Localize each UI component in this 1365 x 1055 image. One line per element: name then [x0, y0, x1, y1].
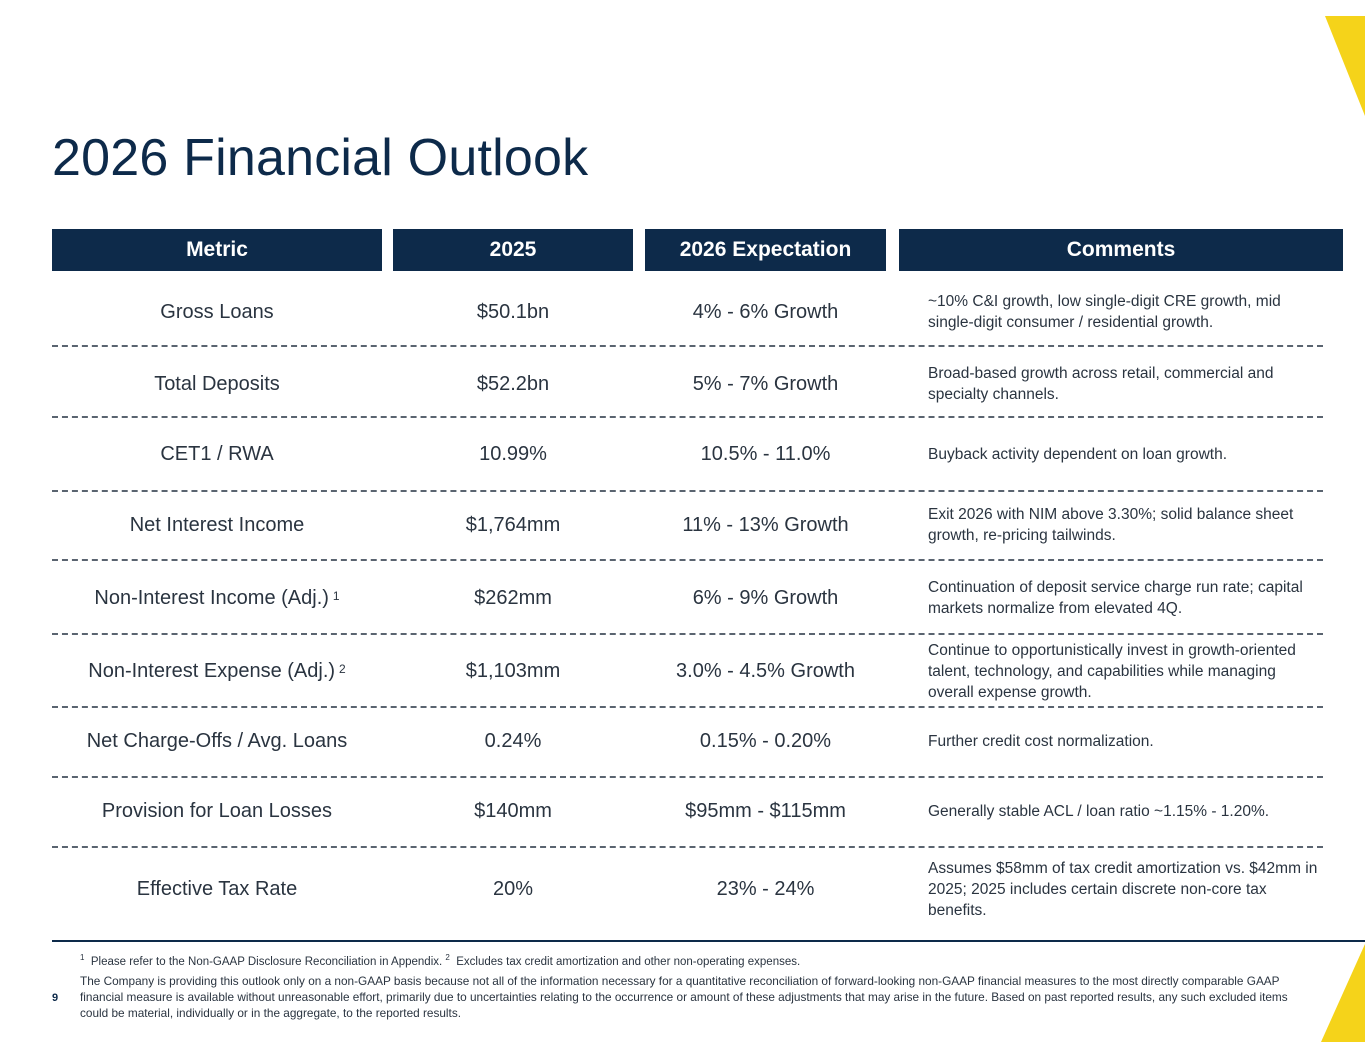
table-row: Provision for Loan Losses $140mm $95mm -… — [0, 781, 1365, 841]
table-row: Non-Interest Income (Adj.) 1 $262mm 6% - … — [0, 568, 1365, 628]
table-row: Net Charge-Offs / Avg. Loans 0.24% 0.15%… — [0, 712, 1365, 770]
expectation-cell: 11% - 13% Growth — [682, 513, 849, 536]
table-row: CET1 / RWA 10.99% 10.5% - 11.0% Buyback … — [0, 425, 1365, 483]
table-row: Non-Interest Expense (Adj.) 2 $1,103mm 3.… — [0, 638, 1365, 704]
value-2025-cell: 10.99% — [479, 442, 547, 465]
value-2025-cell: 20% — [492, 877, 534, 900]
non-gaap-disclaimer: The Company is providing this outlook on… — [80, 974, 1288, 1020]
footnote-1-marker: 1 — [80, 953, 85, 962]
header-metric: Metric — [52, 229, 382, 271]
footnote-2: Excludes tax credit amortization and oth… — [456, 955, 801, 968]
metric-cell: Total Deposits — [52, 354, 382, 414]
footnote-1: Please refer to the Non-GAAP Disclosure … — [90, 955, 443, 968]
accent-triangle-bottom — [1321, 944, 1365, 1042]
footnote-2-marker: 2 — [445, 953, 450, 962]
metric-label: Net Interest Income — [129, 513, 305, 536]
comment-cell: Generally stable ACL / loan ratio ~1.15%… — [928, 802, 1270, 820]
metric-label: Non-Interest Income (Adj.) — [94, 586, 329, 609]
value-2025-cell: $52.2bn — [476, 372, 550, 395]
value-2025-cell: $140mm — [474, 799, 552, 822]
value-2025-cell: $1,103mm — [465, 659, 561, 682]
row-divider — [52, 633, 1323, 635]
expectation-cell: 23% - 24% — [716, 877, 815, 900]
expectation-cell: 0.15% - 0.20% — [699, 729, 832, 752]
footnote-marker: 1 — [332, 589, 340, 603]
header-2026-expectation: 2026 Expectation — [645, 229, 886, 271]
comment-cell: Broad-based growth across retail, commer… — [928, 365, 1274, 403]
comment-cell: Continue to opportunistically invest in … — [928, 641, 1296, 701]
row-divider — [52, 345, 1323, 347]
row-divider — [52, 559, 1323, 561]
comment-cell: Buyback activity dependent on loan growt… — [928, 445, 1227, 463]
page-number: 9 — [52, 992, 59, 1004]
metric-cell: Provision for Loan Losses — [52, 781, 382, 841]
metric-cell: Non-Interest Income (Adj.) 1 — [52, 568, 382, 628]
accent-triangle-top — [1325, 16, 1365, 116]
row-divider — [52, 490, 1323, 492]
footnotes: 1 Please refer to the Non-GAAP Disclosur… — [80, 953, 800, 968]
header-2025: 2025 — [393, 229, 633, 271]
page-title: 2026 Financial Outlook — [52, 129, 589, 187]
table-row: Gross Loans $50.1bn 4% - 6% Growth ~10% … — [0, 282, 1365, 342]
metric-label: CET1 / RWA — [160, 442, 274, 465]
expectation-cell: $95mm - $115mm — [685, 799, 846, 822]
row-divider — [52, 776, 1323, 778]
metric-label: Total Deposits — [154, 372, 280, 395]
expectation-cell: 4% - 6% Growth — [692, 300, 839, 323]
expectation-cell: 3.0% - 4.5% Growth — [676, 659, 855, 682]
expectation-cell: 10.5% - 11.0% — [700, 442, 831, 465]
metric-label: Provision for Loan Losses — [101, 799, 333, 822]
expectation-cell: 5% - 7% Growth — [692, 372, 839, 395]
footer-rule — [52, 940, 1365, 942]
table-row: Total Deposits $52.2bn 5% - 7% Growth Br… — [0, 354, 1365, 414]
row-divider — [52, 846, 1323, 848]
footnote-marker: 2 — [339, 662, 346, 676]
metric-cell: Non-Interest Expense (Adj.) 2 — [52, 638, 382, 704]
table-row: Net Interest Income $1,764mm 11% - 13% G… — [0, 496, 1365, 554]
value-2025-cell: $262mm — [474, 586, 552, 609]
metric-label: Net Charge-Offs / Avg. Loans — [86, 729, 348, 752]
metric-cell: Net Interest Income — [52, 496, 382, 554]
comment-cell: Exit 2026 with NIM above 3.30%; solid ba… — [928, 506, 1294, 544]
metric-cell: CET1 / RWA — [52, 425, 382, 483]
metric-cell: Effective Tax Rate — [52, 855, 382, 923]
metric-label: Gross Loans — [160, 300, 274, 323]
comment-cell: ~10% C&I growth, low single-digit CRE gr… — [928, 293, 1281, 331]
row-divider — [52, 706, 1323, 708]
comment-cell: Assumes $58mm of tax credit amortization… — [928, 859, 1318, 919]
row-divider — [52, 416, 1323, 418]
metric-cell: Gross Loans — [52, 282, 382, 342]
header-comments: Comments — [899, 229, 1343, 271]
comment-cell: Further credit cost normalization. — [928, 732, 1154, 750]
comment-cell: Continuation of deposit service charge r… — [928, 579, 1303, 617]
value-2025-cell: $50.1bn — [476, 300, 550, 323]
table-row: Effective Tax Rate 20% 23% - 24% Assumes… — [0, 855, 1365, 923]
metric-cell: Net Charge-Offs / Avg. Loans — [52, 712, 382, 770]
metric-label: Non-Interest Expense (Adj.) — [88, 659, 336, 682]
metric-label: Effective Tax Rate — [136, 877, 298, 900]
value-2025-cell: $1,764mm — [465, 513, 561, 536]
value-2025-cell: 0.24% — [484, 729, 542, 752]
expectation-cell: 6% - 9% Growth — [692, 586, 839, 609]
